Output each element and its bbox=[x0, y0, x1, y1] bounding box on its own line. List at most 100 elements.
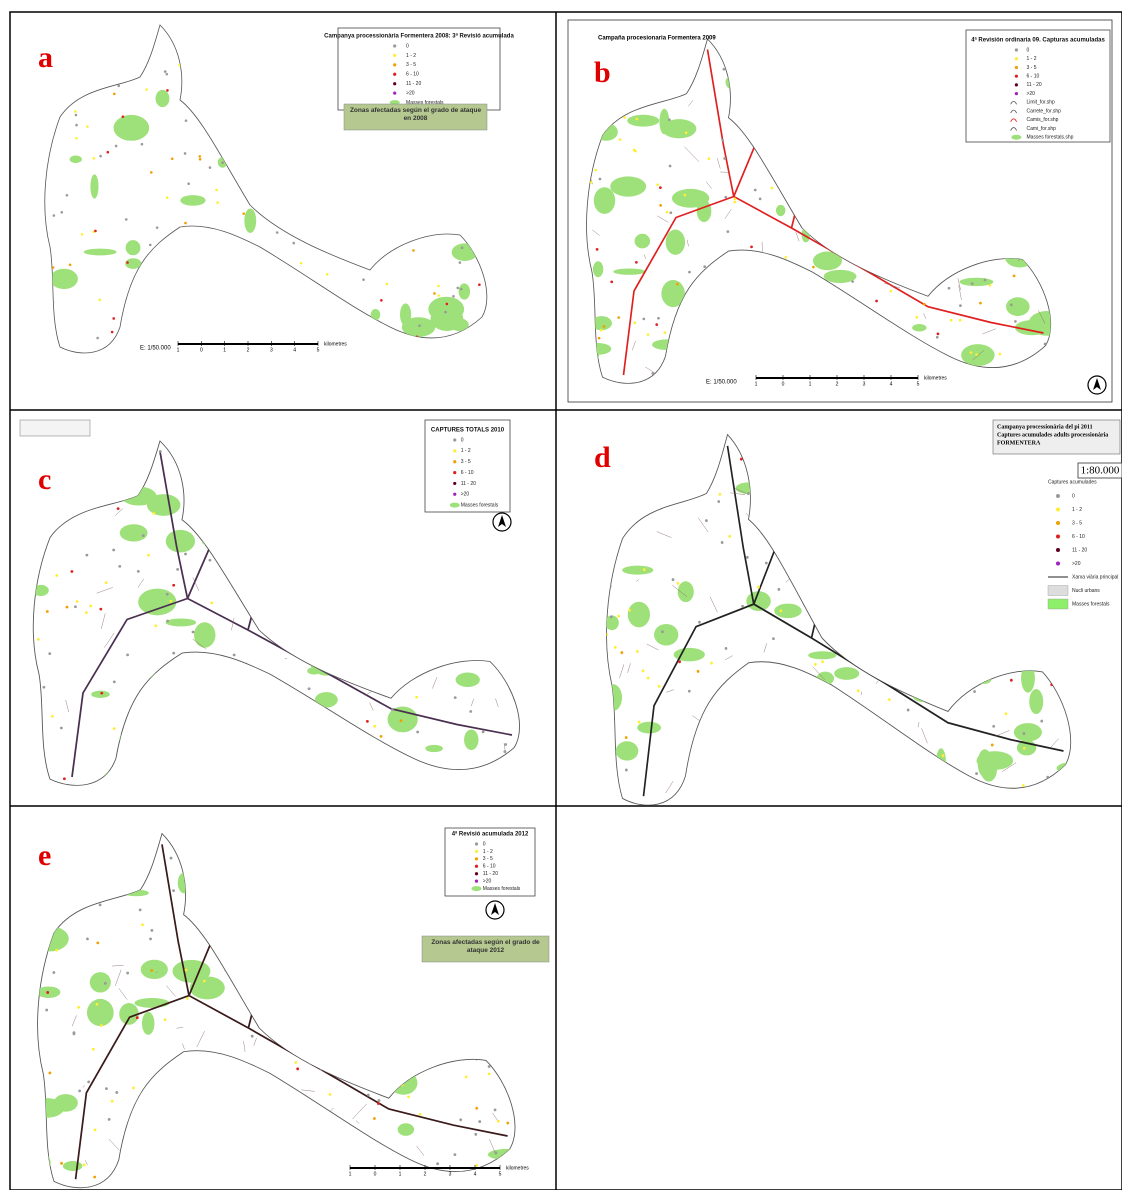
capture-point bbox=[769, 325, 773, 329]
capture-point bbox=[728, 534, 732, 538]
track bbox=[510, 1020, 516, 1030]
capture-point bbox=[133, 446, 137, 449]
track bbox=[174, 658, 189, 661]
capture-point bbox=[927, 685, 931, 689]
capture-point bbox=[340, 511, 344, 515]
track bbox=[609, 530, 621, 547]
legend-symbol bbox=[453, 481, 457, 486]
forest-patch bbox=[256, 981, 275, 1002]
capture-point bbox=[497, 202, 500, 205]
capture-point bbox=[41, 529, 45, 533]
capture-point bbox=[651, 372, 655, 375]
forest-patch bbox=[958, 531, 993, 543]
capture-point bbox=[84, 611, 88, 614]
forest-patch bbox=[753, 446, 787, 474]
forest-patch bbox=[622, 45, 637, 64]
legend-symbol bbox=[1010, 109, 1017, 114]
track bbox=[84, 1160, 88, 1165]
forest-patch bbox=[420, 1040, 432, 1049]
capture-point bbox=[250, 1034, 254, 1038]
map-title: Captures acumulades adults processionàri… bbox=[997, 432, 1108, 438]
forest-patch bbox=[366, 190, 385, 212]
forest-patch bbox=[337, 623, 362, 639]
capture-point bbox=[325, 273, 329, 276]
capture-point bbox=[681, 351, 685, 355]
capture-point bbox=[457, 545, 461, 549]
capture-point bbox=[296, 1067, 300, 1071]
track bbox=[112, 965, 124, 967]
capture-point bbox=[683, 45, 686, 49]
legend-label: 1 - 2 bbox=[1026, 56, 1036, 62]
capture-point bbox=[1002, 150, 1006, 154]
capture-point bbox=[1027, 459, 1030, 463]
capture-point bbox=[355, 977, 359, 981]
track bbox=[137, 578, 145, 588]
legend-symbol bbox=[1056, 548, 1060, 552]
forest-patch bbox=[428, 296, 465, 322]
capture-point bbox=[72, 1031, 76, 1035]
legend-label: 3 - 5 bbox=[461, 459, 471, 465]
forest-patch bbox=[440, 166, 474, 186]
capture-point bbox=[86, 125, 89, 128]
capture-point bbox=[495, 623, 499, 627]
capture-point bbox=[947, 189, 950, 193]
forest-patch bbox=[247, 1102, 286, 1115]
capture-point bbox=[145, 88, 148, 91]
track bbox=[516, 1083, 528, 1093]
capture-point bbox=[96, 336, 99, 340]
legend-label: 1 - 2 bbox=[461, 448, 471, 454]
capture-point bbox=[42, 685, 46, 689]
forest-patch bbox=[283, 185, 313, 199]
capture-point bbox=[77, 1005, 81, 1009]
capture-point bbox=[94, 229, 97, 233]
capture-point bbox=[609, 615, 613, 619]
capture-point bbox=[112, 727, 116, 730]
capture-point bbox=[826, 519, 830, 523]
track bbox=[888, 65, 901, 68]
capture-point bbox=[380, 299, 383, 302]
capture-point bbox=[976, 518, 979, 522]
track bbox=[495, 698, 499, 708]
capture-point bbox=[860, 200, 864, 204]
forest-patch bbox=[487, 1148, 516, 1161]
capture-point bbox=[172, 583, 176, 587]
forest-patch bbox=[148, 672, 171, 696]
forest-patch bbox=[363, 128, 393, 143]
capture-point bbox=[271, 968, 275, 972]
forest-patch bbox=[198, 446, 227, 459]
capture-point bbox=[458, 261, 462, 264]
capture-point bbox=[888, 698, 891, 702]
track bbox=[1064, 490, 1071, 507]
capture-point bbox=[322, 930, 326, 934]
capture-point bbox=[894, 536, 898, 540]
forest-patch bbox=[267, 56, 281, 75]
forest-patch bbox=[812, 251, 842, 271]
forest-patch bbox=[1065, 621, 1071, 642]
forest-patch bbox=[637, 721, 661, 734]
capture-point bbox=[148, 243, 152, 247]
forest-patch bbox=[458, 150, 487, 162]
track bbox=[1017, 249, 1030, 262]
forest-patch bbox=[329, 549, 345, 573]
capture-point bbox=[163, 70, 167, 73]
capture-point bbox=[315, 1042, 319, 1046]
capture-point bbox=[514, 452, 517, 456]
capture-point bbox=[493, 1108, 497, 1112]
capture-point bbox=[293, 1170, 297, 1174]
capture-point bbox=[795, 734, 798, 738]
forest-patch bbox=[774, 603, 802, 619]
forest-patch bbox=[316, 851, 334, 863]
capture-point bbox=[863, 466, 866, 470]
capture-point bbox=[147, 553, 150, 557]
capture-point bbox=[320, 464, 324, 468]
forest-patch bbox=[852, 564, 865, 574]
capture-point bbox=[208, 166, 212, 169]
capture-point bbox=[292, 241, 296, 245]
capture-point bbox=[240, 591, 244, 595]
capture-point bbox=[778, 474, 782, 478]
capture-point bbox=[661, 630, 664, 634]
capture-point bbox=[225, 678, 229, 682]
capture-point bbox=[418, 990, 422, 994]
capture-point bbox=[450, 1015, 454, 1019]
capture-point bbox=[461, 188, 465, 192]
